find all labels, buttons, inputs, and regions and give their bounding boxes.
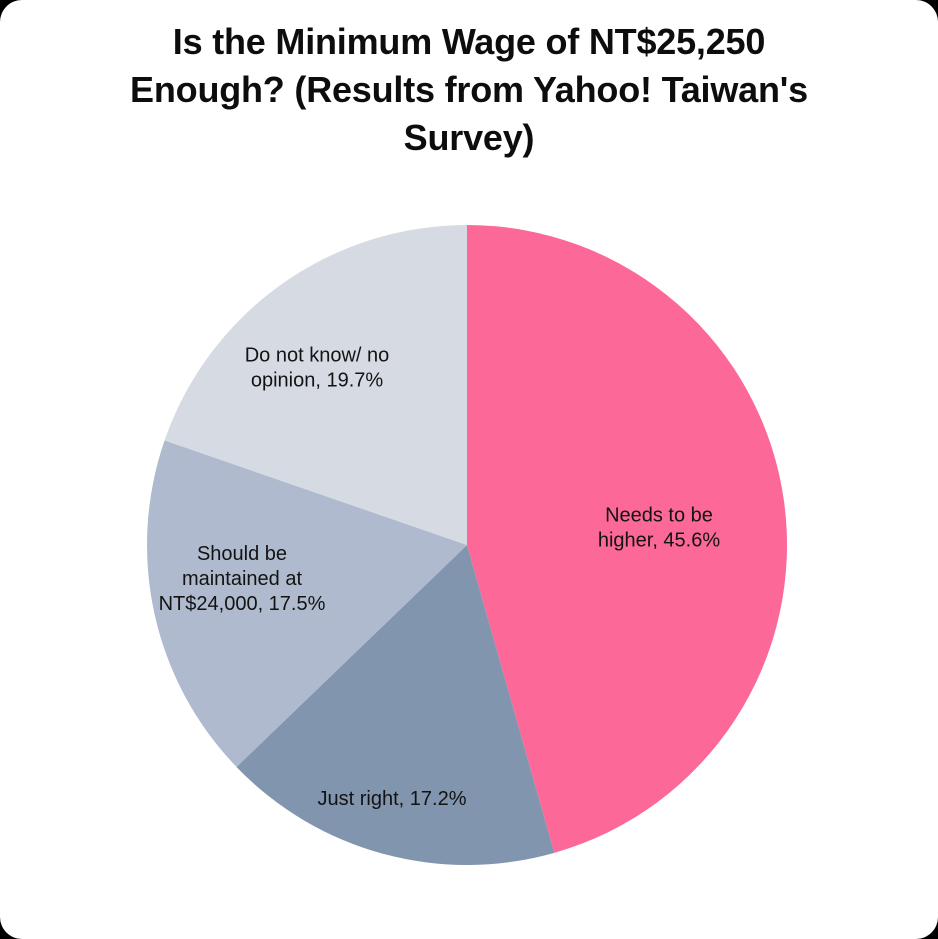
pie-slice-label-should-be-maintained: Should be maintained at NT$24,000, 17.5% [159, 543, 326, 615]
pie-slice-label-do-not-know-no-opinion: Do not know/ no opinion, 19.7% [245, 345, 390, 392]
pie-slice-label-just-right: Just right, 17.2% [318, 788, 467, 810]
pie-slice-just-right[interactable] [236, 545, 555, 866]
pie-slice-needs-to-be-higher[interactable] [467, 225, 787, 853]
pie-label-group: Needs to be higher, 45.6% Just right, 17.2… [159, 345, 721, 811]
pie-slice-group [147, 225, 787, 866]
page-title: Is the Minimum Wage of NT$25,250 Enough?… [130, 21, 808, 158]
pie-slice-label-needs-to-be-higher: Needs to be higher, 45.6% [598, 505, 721, 552]
pie-slice-do-not-know-no-opinion[interactable] [164, 225, 467, 545]
pie-slice-should-be-maintained[interactable] [147, 440, 467, 767]
